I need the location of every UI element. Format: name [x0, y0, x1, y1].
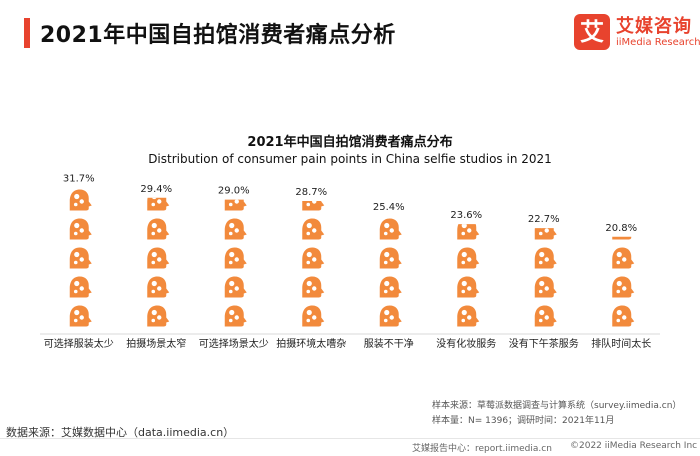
bar-8 [612, 236, 635, 327]
footer-report-link[interactable]: 艾媒报告中心：report.iimedia.cn [412, 444, 552, 454]
value-label-6: 23.6% [450, 210, 482, 221]
logo-mark: 艾 [574, 14, 610, 50]
data-source: 数据来源：艾媒数据中心（data.iimedia.cn） [6, 426, 235, 439]
value-label-1: 31.7% [63, 173, 95, 184]
category-label-3: 可选择场景太少 [199, 337, 269, 350]
category-label-2: 拍摄场景太窄 [126, 337, 186, 350]
sample-source-note: 样本来源：草莓派数据调查与计算系统（survey.iimedia.cn） [432, 401, 682, 411]
value-label-8: 20.8% [605, 223, 637, 234]
category-label-6: 没有化妆服务 [436, 337, 496, 350]
value-label-2: 29.4% [140, 184, 172, 195]
category-label-5: 服装不干净 [364, 337, 414, 350]
logo-english-name: iiMedia Research [616, 37, 700, 48]
footer-divider [0, 438, 700, 439]
value-label-7: 22.7% [528, 214, 560, 225]
bar-4 [302, 200, 325, 327]
value-label-5: 25.4% [373, 202, 405, 213]
bar-2 [147, 197, 170, 327]
value-label-3: 29.0% [218, 186, 250, 197]
category-label-1: 可选择服装太少 [44, 337, 114, 350]
category-label-7: 没有下午茶服务 [509, 337, 579, 350]
chart-subtitle: Distribution of consumer pain points in … [148, 152, 552, 166]
bar-3 [224, 199, 247, 327]
bar-7 [534, 228, 557, 327]
category-label-8: 排队时间太长 [591, 337, 651, 350]
sample-size-note: 样本量：N= 1396；调研时间：2021年11月 [432, 416, 615, 426]
value-label-4: 28.7% [295, 187, 327, 198]
logo-chinese-name: 艾媒咨询 [616, 16, 692, 37]
footer-copyright: ©2022 iiMedia Research Inc [570, 441, 698, 451]
page-title: 2021年中国自拍馆消费者痛点分析 [40, 23, 396, 48]
category-label-4: 拍摄环境太嘈杂 [276, 337, 346, 350]
bar-1 [69, 189, 92, 327]
chart-title: 2021年中国自拍馆消费者痛点分布 [247, 135, 453, 150]
title-accent-bar [24, 18, 30, 48]
